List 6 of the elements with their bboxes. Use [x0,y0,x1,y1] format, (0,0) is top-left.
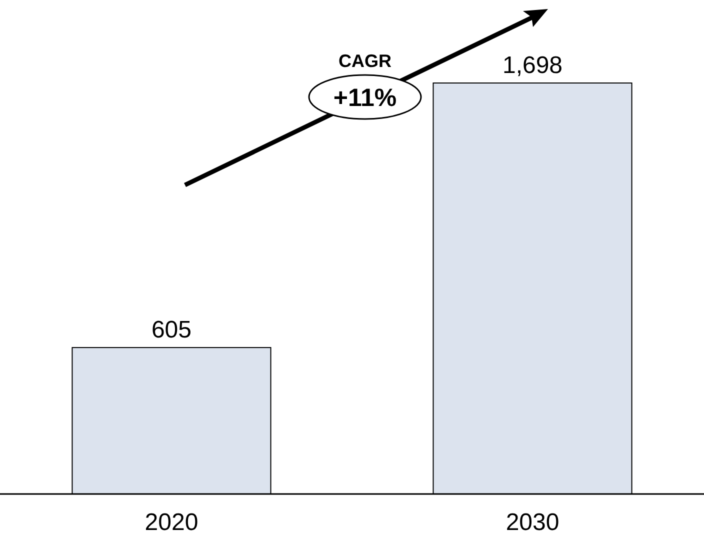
data-label: 605 [151,316,192,344]
text: CAGR [338,51,392,71]
annotation: +11% [333,84,397,112]
data-label: 1,698 [502,52,563,79]
x-tick-label: 2030 [506,509,560,536]
x-tick-label: 2020 [144,509,198,536]
